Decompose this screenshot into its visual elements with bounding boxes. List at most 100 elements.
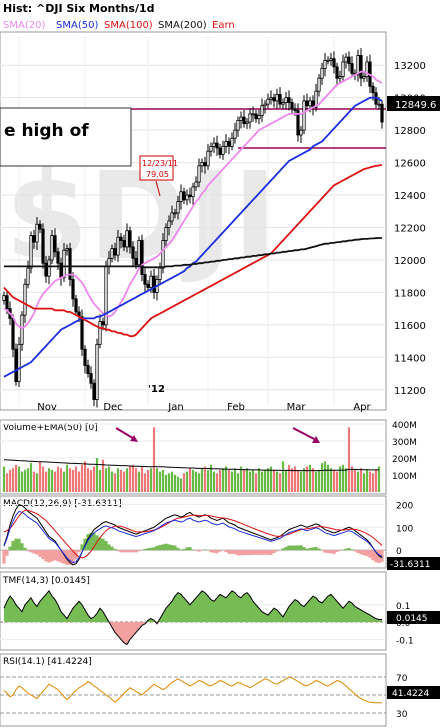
candle-down — [53, 235, 57, 253]
macd-histogram-bar — [227, 550, 231, 554]
volume-bar — [353, 469, 357, 492]
volume-bar — [326, 464, 330, 492]
macd-histogram-bar — [299, 545, 303, 551]
macd-histogram-bar — [245, 550, 249, 556]
macd-histogram-bar — [11, 540, 15, 551]
volume-bar — [116, 468, 120, 492]
volume-bar — [365, 469, 369, 492]
annotation-text: e high of — [4, 121, 89, 141]
macd-histogram-bar — [356, 550, 360, 554]
macd-histogram-bar — [128, 550, 132, 553]
candle-down — [278, 94, 282, 105]
macd-histogram-bar — [344, 548, 348, 551]
volume-bar — [272, 469, 276, 492]
earnings-callout: 12/23/11 79.05 — [139, 155, 178, 197]
candle-down — [83, 348, 87, 366]
macd-histogram-bar — [50, 550, 54, 562]
candle-down — [332, 58, 336, 68]
volume-bar — [248, 471, 252, 492]
macd-histogram-bar — [152, 547, 156, 551]
macd-histogram-bar — [125, 550, 129, 553]
macd-histogram-bar — [137, 550, 141, 552]
macd-histogram-bar — [32, 550, 36, 554]
macd-histogram-bar — [131, 550, 135, 553]
macd-last-box: -31.6311 — [387, 557, 440, 570]
volume-bar — [233, 468, 237, 492]
macd-title: MACD(12,26,9) [-31.6311] — [3, 499, 122, 509]
macd-histogram-bar — [146, 548, 150, 551]
volume-bar — [38, 461, 42, 492]
candle-up — [29, 235, 33, 269]
volume-bar — [131, 464, 135, 492]
volume-bar — [215, 473, 219, 492]
volume-bar — [260, 471, 264, 492]
macd-histogram-bar — [308, 548, 312, 551]
candle-up — [116, 236, 120, 256]
rsi-tick-label: 30 — [396, 710, 408, 720]
volume-bar — [350, 466, 354, 492]
volume-bar — [86, 468, 90, 492]
candle-up — [260, 105, 264, 116]
rsi-tick-label: 70 — [396, 674, 408, 684]
candle-up — [317, 77, 321, 92]
volume-bar — [137, 471, 141, 492]
candle-down — [5, 295, 9, 310]
macd-histogram-bar — [56, 550, 60, 562]
macd-histogram-bar — [155, 545, 159, 551]
rsi-last-bg — [387, 686, 440, 699]
candle-up — [137, 240, 141, 266]
candle-down — [371, 85, 375, 94]
volume-bar — [188, 468, 192, 492]
candle-up — [356, 55, 360, 76]
volume-bar — [266, 468, 270, 492]
candle-up — [326, 59, 330, 62]
volume-bar — [338, 466, 342, 492]
macd-histogram-bar — [326, 550, 330, 554]
candle-down — [203, 162, 207, 167]
date-tick-label: Nov — [37, 402, 57, 413]
candle-down — [335, 66, 339, 79]
candle-up — [161, 240, 165, 269]
volume-bar — [23, 469, 27, 492]
candle-down — [350, 63, 354, 74]
volume-bar — [5, 473, 9, 492]
volume-bar — [302, 468, 306, 492]
macd-histogram-bar — [119, 550, 123, 553]
macd-histogram-bar — [23, 547, 27, 551]
macd-histogram-bar — [71, 550, 75, 564]
price-tick-label: 12400 — [394, 191, 426, 202]
candle-down — [146, 283, 150, 288]
candle-up — [221, 145, 225, 155]
tmf-axis: 0.1 0.0 -0.1 — [396, 602, 414, 647]
candle-up — [308, 100, 312, 107]
macd-histogram-bar — [158, 545, 162, 551]
candle-up — [158, 267, 162, 280]
candle-up — [230, 137, 234, 147]
volume-bar — [296, 469, 300, 492]
macd-histogram-bar — [26, 550, 30, 552]
volume-tick-label: 100M — [392, 472, 417, 482]
candle-up — [314, 90, 318, 108]
volume-bar — [101, 459, 105, 492]
volume-bar — [269, 466, 273, 492]
volume-ema-line — [3, 459, 379, 472]
volume-bar — [194, 471, 198, 492]
macd-histogram-bar — [59, 550, 63, 563]
legend-sma50: SMA(50) — [56, 20, 98, 31]
macd-histogram-bar — [257, 550, 261, 555]
candle-up — [191, 186, 195, 198]
macd-histogram-bar — [365, 550, 369, 557]
candle-up — [365, 61, 369, 77]
candle-up — [200, 162, 204, 167]
volume-bar — [47, 468, 51, 492]
volume-bar — [311, 468, 315, 492]
date-tick-label: Dec — [103, 402, 122, 413]
candle-down — [218, 147, 222, 155]
macd-histogram-bar — [353, 550, 357, 552]
candle-down — [128, 230, 132, 248]
volume-bar — [149, 468, 153, 492]
volume-bar — [371, 473, 375, 492]
volume-bar — [317, 469, 321, 492]
candle-up — [299, 129, 303, 136]
candle-down — [227, 141, 231, 147]
